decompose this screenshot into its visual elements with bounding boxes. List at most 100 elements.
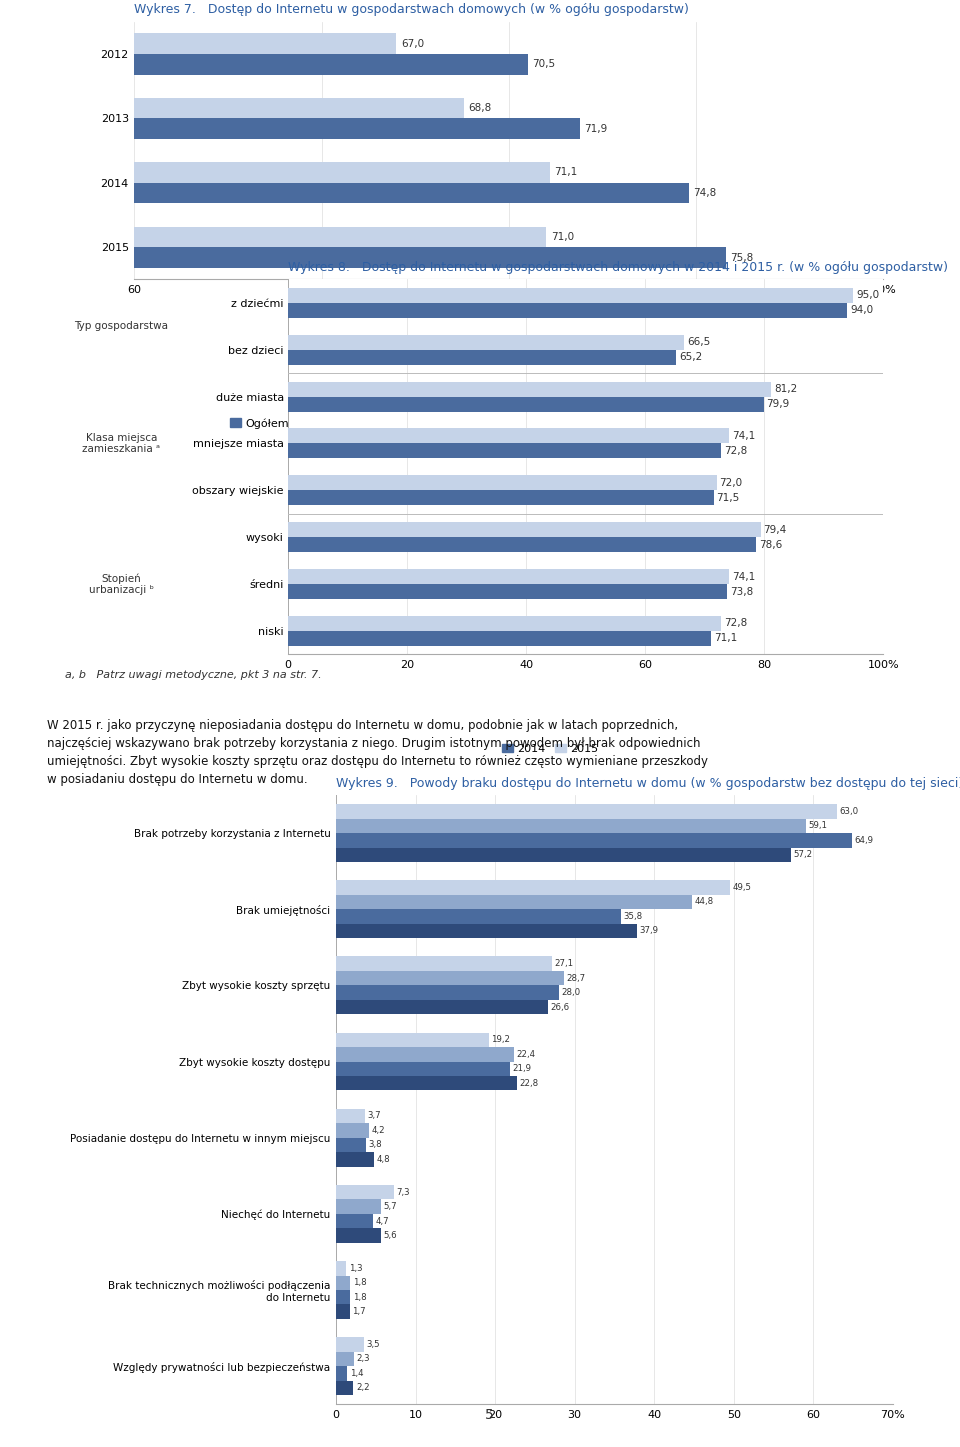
Bar [288, 522, 760, 537]
Text: 72,0: 72,0 [720, 478, 743, 488]
Legend: Ogółem, w tym szerokopasmowy: Ogółem, w tym szerokopasmowy [229, 418, 447, 428]
Text: 79,4: 79,4 [763, 525, 787, 535]
Text: 19,2: 19,2 [492, 1035, 510, 1045]
Text: 21,9: 21,9 [513, 1064, 532, 1074]
Bar [336, 1260, 347, 1275]
Text: 49,5: 49,5 [732, 883, 751, 891]
Text: 73,8: 73,8 [731, 586, 754, 596]
Text: 71,1: 71,1 [714, 634, 737, 644]
Text: Stopień
urbanizacji ᵇ: Stopień urbanizacji ᵇ [89, 573, 154, 595]
Bar [288, 631, 711, 645]
Bar [288, 288, 853, 302]
Text: 78,6: 78,6 [758, 540, 782, 550]
Text: 1,3: 1,3 [348, 1263, 362, 1273]
Bar [288, 537, 756, 553]
Text: 71,9: 71,9 [585, 123, 608, 133]
Text: 57,2: 57,2 [793, 851, 812, 860]
Bar [288, 382, 771, 396]
Bar [134, 33, 396, 54]
Bar [288, 569, 729, 585]
Text: 5,6: 5,6 [383, 1231, 396, 1240]
Text: 3,7: 3,7 [368, 1111, 381, 1120]
Bar [288, 616, 721, 631]
Legend: 2014, 2015: 2014, 2015 [502, 744, 598, 754]
Text: 44,8: 44,8 [695, 897, 714, 906]
Bar [288, 585, 728, 599]
Text: 5,7: 5,7 [384, 1202, 397, 1211]
Bar [134, 54, 528, 75]
Bar [336, 1380, 353, 1395]
Bar [134, 182, 688, 204]
Bar [288, 476, 716, 491]
Text: 64,9: 64,9 [854, 836, 874, 845]
Text: 27,1: 27,1 [554, 959, 573, 968]
Bar [336, 1033, 489, 1048]
Bar [336, 894, 692, 909]
Bar [288, 302, 848, 318]
Bar [336, 1337, 364, 1351]
Bar [336, 985, 559, 1000]
Text: Wykres 8.   Dostęp do Internetu w gospodarstwach domowych w 2014 i 2015 r. (w % : Wykres 8. Dostęp do Internetu w gospodar… [288, 260, 948, 273]
Bar [336, 1152, 374, 1166]
Text: 66,5: 66,5 [686, 337, 710, 347]
Text: 35,8: 35,8 [623, 912, 642, 920]
Text: 3,8: 3,8 [369, 1140, 382, 1149]
Text: a, b   Patrz uwagi metodyczne, pkt 3 na str. 7.: a, b Patrz uwagi metodyczne, pkt 3 na st… [65, 670, 323, 680]
Text: 28,0: 28,0 [561, 988, 580, 997]
Text: 1,7: 1,7 [352, 1307, 366, 1317]
Text: 74,8: 74,8 [693, 188, 716, 198]
Bar [336, 1200, 381, 1214]
Bar [288, 350, 676, 365]
Text: Wykres 9.   Powody braku dostępu do Internetu w domu (w % gospodarstw bez dostęp: Wykres 9. Powody braku dostępu do Intern… [336, 777, 960, 790]
Text: 95,0: 95,0 [856, 291, 879, 301]
Text: 2,3: 2,3 [357, 1354, 371, 1363]
Bar [336, 1185, 394, 1200]
Text: 74,1: 74,1 [732, 572, 756, 582]
Text: 26,6: 26,6 [550, 1003, 569, 1011]
Bar [134, 119, 580, 139]
Text: 1,4: 1,4 [349, 1369, 363, 1378]
Bar [336, 971, 564, 985]
Text: 5: 5 [485, 1408, 494, 1422]
Bar [336, 1229, 380, 1243]
Text: 22,8: 22,8 [519, 1078, 539, 1088]
Text: 74,1: 74,1 [732, 431, 756, 441]
Text: 4,7: 4,7 [375, 1217, 390, 1226]
Text: 2,2: 2,2 [356, 1383, 370, 1392]
Bar [336, 1000, 547, 1014]
Text: 72,8: 72,8 [724, 618, 748, 628]
Text: W 2015 r. jako przyczynę nieposiadania dostępu do Internetu w domu, podobnie jak: W 2015 r. jako przyczynę nieposiadania d… [47, 719, 708, 786]
Bar [336, 880, 730, 894]
Bar [336, 1123, 370, 1137]
Text: 1,8: 1,8 [352, 1292, 367, 1302]
Bar [336, 909, 621, 923]
Text: 72,8: 72,8 [724, 446, 748, 456]
Bar [336, 1304, 349, 1318]
Text: Typ gospodarstwa: Typ gospodarstwa [74, 321, 168, 331]
Text: 22,4: 22,4 [516, 1049, 536, 1059]
Bar [336, 848, 791, 862]
Bar [288, 428, 729, 443]
Text: 65,2: 65,2 [679, 352, 703, 362]
Bar [336, 1137, 366, 1152]
Bar [336, 1062, 510, 1077]
Text: 79,9: 79,9 [766, 399, 790, 410]
Bar [336, 1108, 366, 1123]
Text: 71,1: 71,1 [555, 168, 578, 178]
Bar [336, 1366, 348, 1380]
Bar [134, 227, 546, 247]
Bar [134, 247, 726, 268]
Text: 75,8: 75,8 [731, 253, 754, 262]
Bar [288, 334, 684, 350]
Bar [336, 819, 806, 833]
Text: 81,2: 81,2 [775, 383, 798, 394]
Bar [288, 491, 713, 505]
Text: 68,8: 68,8 [468, 103, 492, 113]
Text: 71,5: 71,5 [716, 493, 740, 504]
Text: 3,5: 3,5 [366, 1340, 380, 1349]
Bar [336, 1289, 350, 1304]
Bar [336, 956, 552, 971]
Bar [336, 923, 637, 938]
Bar [288, 396, 763, 411]
Text: 4,8: 4,8 [376, 1155, 390, 1163]
